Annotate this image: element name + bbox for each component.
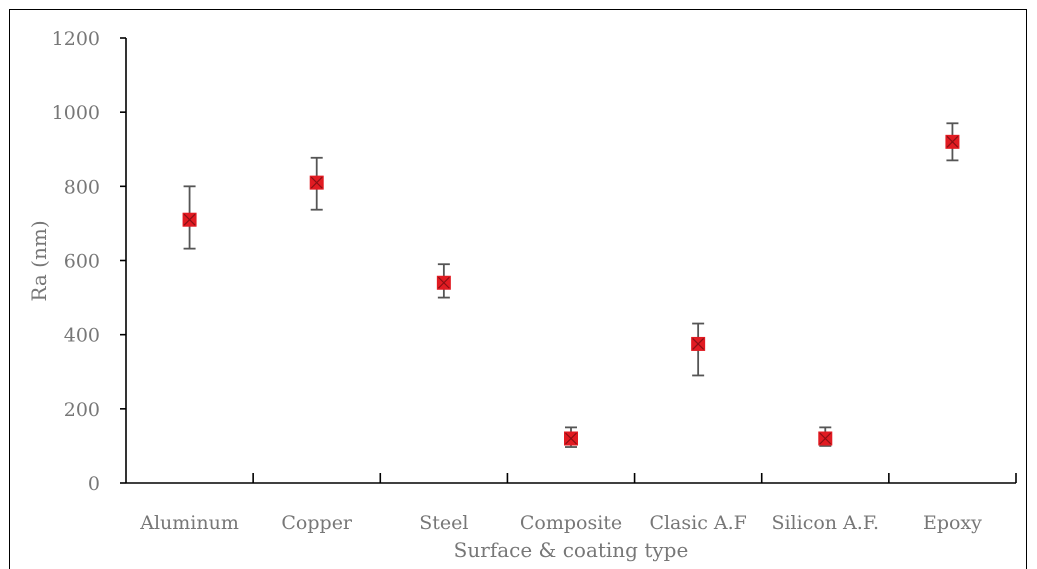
data-point <box>436 275 451 290</box>
data-point <box>564 431 578 446</box>
x-tick-label: Aluminum <box>139 512 239 534</box>
data-point <box>691 336 706 351</box>
data-point <box>945 134 960 149</box>
y-tick-label: 400 <box>64 325 100 347</box>
data-point-cross <box>692 338 705 350</box>
data-point-cross <box>310 176 323 189</box>
chart-frame <box>9 9 1027 569</box>
y-tick-label: 800 <box>64 176 100 198</box>
y-tick-label: 0 <box>88 473 100 495</box>
data-point-cross <box>183 213 196 226</box>
error-bars <box>183 122 959 448</box>
data-point-cross <box>437 276 450 289</box>
data-points <box>182 134 960 446</box>
x-tick-label: Copper <box>281 512 353 534</box>
data-point-cross <box>819 432 832 445</box>
y-tick-label: 200 <box>64 399 100 421</box>
x-tick-label: Silicon A.F. <box>771 512 879 534</box>
x-tick-label: Steel <box>419 512 468 534</box>
x-axis-title: Surface & coating type <box>454 538 689 562</box>
x-tick-label: Epoxy <box>923 512 982 534</box>
y-tick-label: 1200 <box>52 28 100 50</box>
y-tick-label: 600 <box>64 251 100 273</box>
data-point-cross <box>565 432 577 445</box>
data-point <box>309 175 324 190</box>
y-tick-label: 1000 <box>52 102 100 124</box>
x-ticks: Aluminum Copper Steel Composite Clasic A.F Si… <box>139 473 1017 534</box>
y-axis-title: Ra (nm) <box>27 220 51 301</box>
data-point <box>818 431 833 446</box>
data-point <box>182 212 197 227</box>
x-tick-label: Clasic A.F <box>649 512 746 534</box>
y-ticks: 0 200 400 600 800 1000 1200 <box>52 28 126 495</box>
data-point-cross <box>946 135 959 148</box>
x-tick-label: Composite <box>520 512 622 534</box>
